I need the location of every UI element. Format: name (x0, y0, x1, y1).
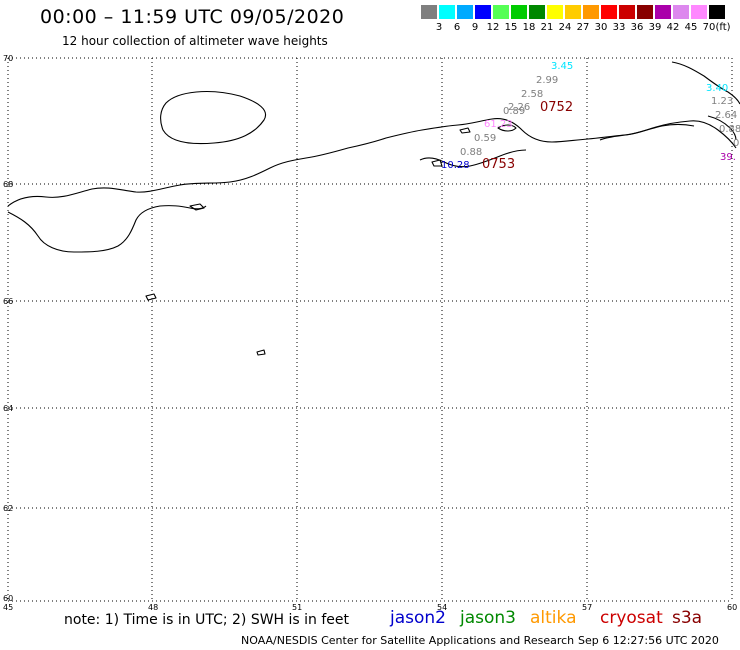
map-title: 00:00 – 11:59 UTC 09/05/2020 (40, 6, 345, 28)
scale-swatch (619, 5, 636, 19)
wave-height-label: 0.88 (460, 147, 482, 158)
scale-label: 45 (684, 22, 698, 33)
scale-swatch (709, 5, 726, 19)
wave-height-label: 2.26 (508, 102, 530, 113)
wave-height-label: 39. (720, 152, 736, 163)
scale-label: 42 (666, 22, 680, 33)
scale-swatch (583, 5, 600, 19)
lat-label: 60 (3, 594, 13, 603)
graticule (7, 57, 733, 602)
map-subtitle: 12 hour collection of altimeter wave hei… (62, 34, 328, 48)
peninsula-east (599, 123, 695, 141)
scale-label: 24 (558, 22, 572, 33)
scale-label: 9 (471, 22, 479, 33)
credit-line: NOAA/NESDIS Center for Satellite Applica… (241, 634, 575, 647)
mission-jason3: jason3 (460, 608, 516, 628)
wave-height-label: 3.45 (551, 61, 573, 72)
generated-timestamp: Sep 6 12:27:56 UTC 2020 (578, 634, 719, 647)
lon-label: 54 (437, 603, 447, 612)
wave-height-label: 0 (733, 138, 739, 149)
wave-height-label: 2.58 (521, 89, 543, 100)
kolguev-island (160, 91, 266, 145)
mission-s3a: s3a (672, 608, 703, 628)
scale-swatch (511, 5, 528, 19)
scale-swatch (529, 5, 546, 19)
wave-height-label: 2.99 (536, 75, 558, 86)
scale-swatch (673, 5, 690, 19)
lat-label: 70 (3, 54, 13, 63)
scale-label: 39 (648, 22, 662, 33)
wave-height-label: 10.28 (441, 160, 470, 171)
scale-swatch (439, 5, 456, 19)
islet-2 (256, 349, 266, 356)
coast-east-fragment (707, 115, 737, 141)
islet-4 (497, 124, 517, 132)
scale-label: 12 (486, 22, 500, 33)
scale-label: 36 (630, 22, 644, 33)
lon-label: 51 (292, 603, 302, 612)
wave-height-label: 0.89 (503, 106, 525, 117)
mission-jason2: jason2 (390, 608, 446, 628)
wave-height-label: 0.59 (474, 133, 496, 144)
novaya-zemlya-tip (671, 61, 740, 105)
lat-label: 64 (3, 404, 13, 413)
scale-label: 15 (504, 22, 518, 33)
wave-height-label: 2.64 (715, 110, 737, 121)
lon-label: 57 (582, 603, 592, 612)
islet-3 (459, 127, 471, 134)
wave-height-label: 61.23 (484, 119, 513, 130)
footer-note: note: 1) Time is in UTC; 2) SWH is in fe… (64, 612, 350, 628)
scale-label: 33 (612, 22, 626, 33)
scale-swatch (493, 5, 510, 19)
mainland-coast (7, 118, 737, 207)
scale-swatch (655, 5, 672, 19)
scale-swatch (475, 5, 492, 19)
mission-cryosat: cryosat (600, 608, 663, 628)
scale-label: 30 (594, 22, 608, 33)
islet-1 (145, 293, 157, 301)
mission-altika: altika (530, 608, 577, 628)
scale-swatch (547, 5, 564, 19)
islet-5 (431, 159, 443, 167)
scale-unit-label: (ft) (715, 22, 731, 33)
lat-label: 62 (3, 504, 13, 513)
scale-swatch (601, 5, 618, 19)
scale-label: 18 (522, 22, 536, 33)
pass-time-label: 0753 (482, 157, 515, 172)
pass-time-label: 0752 (540, 100, 573, 115)
scale-label: 3 (435, 22, 443, 33)
lon-label: 48 (148, 603, 158, 612)
mainland-bay (7, 205, 207, 253)
wave-height-label: 1.23 (711, 96, 733, 107)
lon-label: 45 (3, 603, 13, 612)
delta-coast (419, 149, 527, 168)
lat-label: 66 (3, 297, 13, 306)
scale-label: 6 (453, 22, 461, 33)
lat-label: 68 (3, 180, 13, 189)
scale-swatch (565, 5, 582, 19)
scale-swatch (457, 5, 474, 19)
wave-height-label: 3.40 (706, 83, 728, 94)
scale-swatch (691, 5, 708, 19)
wave-height-label: 0.88 (719, 124, 740, 135)
coastline (7, 61, 740, 356)
scale-swatch (421, 5, 438, 19)
islet-6 (189, 203, 205, 211)
scale-swatch (637, 5, 654, 19)
scale-label: 70 (702, 22, 716, 33)
scale-label: 21 (540, 22, 554, 33)
lon-label: 60 (727, 603, 737, 612)
scale-label: 27 (576, 22, 590, 33)
